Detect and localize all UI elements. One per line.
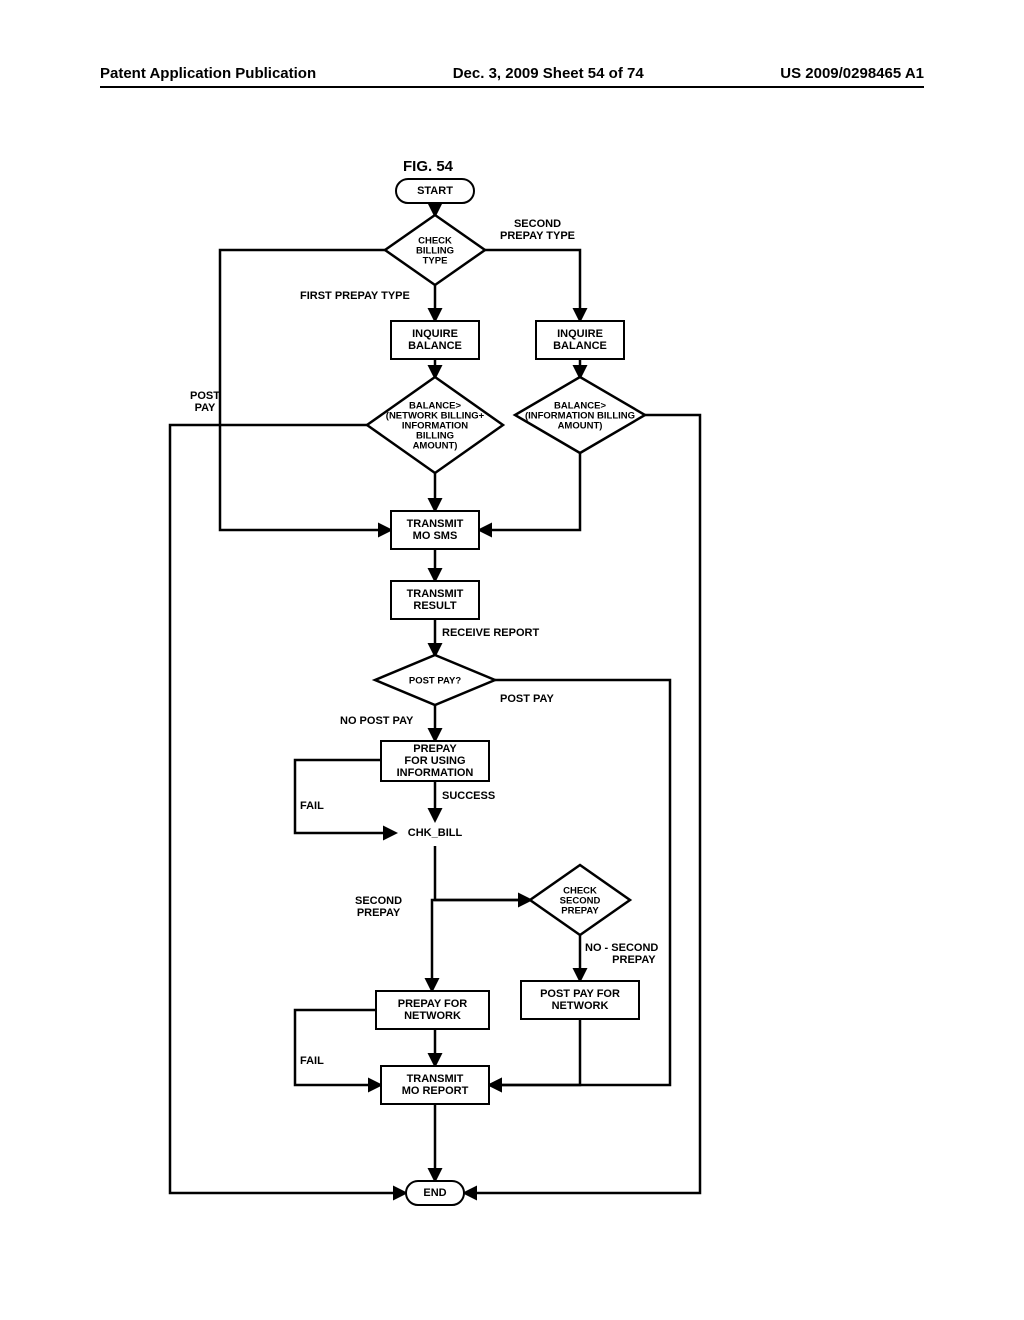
- decision-text: (INFORMATION BILLING: [525, 411, 635, 422]
- edge: [170, 425, 405, 1193]
- edge: [465, 415, 700, 1193]
- decision-check-sec: [530, 865, 630, 935]
- edge: [490, 680, 670, 1085]
- decision-text: BALANCE>: [409, 401, 461, 412]
- header-right: US 2009/0298465 A1: [780, 65, 924, 82]
- decision-text: SECOND: [560, 896, 601, 907]
- edge-label: FAIL: [300, 800, 324, 812]
- decision-text: AMOUNT): [558, 421, 603, 432]
- decision-text: CHECK: [418, 236, 452, 247]
- edge: [432, 900, 530, 990]
- process-prepay-info: PREPAYFOR USINGINFORMATION: [380, 740, 490, 782]
- edge-label: NO - SECOND PREPAY: [585, 942, 658, 966]
- edge-label: FAIL: [300, 1055, 324, 1067]
- edge: [485, 250, 580, 320]
- figure-title: FIG. 54: [403, 158, 453, 175]
- decision-text: AMOUNT): [413, 441, 458, 452]
- edge-label: POST PAY: [190, 390, 220, 414]
- edge-label: POST PAY: [500, 693, 554, 705]
- process-inq1: INQUIREBALANCE: [390, 320, 480, 360]
- edge-label: RECEIVE REPORT: [442, 627, 539, 639]
- process-tx-moreport: TRANSMITMO REPORT: [380, 1065, 490, 1105]
- edge-label: FIRST PREPAY TYPE: [300, 290, 410, 302]
- header-left: Patent Application Publication: [100, 65, 316, 82]
- process-postpay-net: POST PAY FORNETWORK: [520, 980, 640, 1020]
- decision-text: BALANCE>: [554, 401, 606, 412]
- flowchart-svg: CHECKBILLINGTYPEBALANCE>(NETWORK BILLING…: [0, 0, 1024, 1320]
- process-inq2: INQUIREBALANCE: [535, 320, 625, 360]
- page-root: Patent Application Publication Dec. 3, 2…: [0, 0, 1024, 1320]
- decision-text: BILLING: [416, 246, 454, 257]
- decision-bal1: [367, 377, 503, 473]
- edge-label: NO POST PAY: [340, 715, 413, 727]
- process-tx-result: TRANSMITRESULT: [390, 580, 480, 620]
- decision-text: BILLING: [416, 431, 454, 442]
- page-header: Patent Application Publication Dec. 3, 2…: [100, 65, 924, 88]
- decision-text: POST PAY?: [409, 676, 461, 687]
- decision-text: (NETWORK BILLING+: [386, 411, 485, 422]
- edge: [435, 846, 530, 900]
- header-center: Dec. 3, 2009 Sheet 54 of 74: [453, 65, 644, 82]
- edge: [480, 453, 580, 530]
- terminal-start: START: [395, 178, 475, 204]
- decision-bal2: [515, 377, 645, 453]
- process-tx-mosms: TRANSMITMO SMS: [390, 510, 480, 550]
- process-prepay-net: PREPAY FORNETWORK: [375, 990, 490, 1030]
- decision-text: TYPE: [423, 256, 448, 267]
- process-chk-bill: CHK_BILL: [395, 820, 475, 846]
- edge-label: SECOND PREPAY: [355, 895, 402, 919]
- edge-label: SECOND PREPAY TYPE: [500, 218, 575, 242]
- decision-text: INFORMATION: [402, 421, 468, 432]
- decision-text: CHECK: [563, 886, 597, 897]
- terminal-end: END: [405, 1180, 465, 1206]
- edge: [295, 1010, 380, 1085]
- decision-postpay-q: [375, 655, 495, 705]
- edge-label: SUCCESS: [442, 790, 495, 802]
- decision-check-billing: [385, 215, 485, 285]
- edge: [490, 1020, 580, 1085]
- decision-text: PREPAY: [561, 906, 599, 917]
